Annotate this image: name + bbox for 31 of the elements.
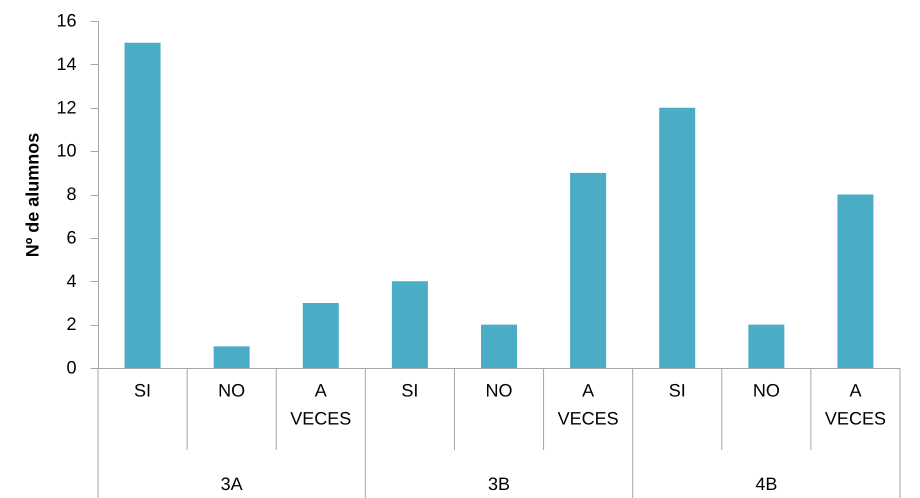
bar	[837, 194, 874, 368]
x-tick-label: A VECES	[290, 380, 352, 428]
text: 4B	[755, 474, 778, 494]
bar	[214, 346, 250, 368]
y-axis-title: Nº de alumnos	[22, 132, 42, 258]
x-tick-label: SI	[668, 380, 686, 400]
x-tick-label: A VECES	[824, 380, 886, 428]
y-tick-label: 10	[56, 140, 76, 161]
y-tick-label: 14	[56, 54, 76, 74]
bar	[659, 108, 696, 368]
y-tick-label: 0	[66, 358, 76, 378]
x-tick-label: SI	[134, 380, 152, 400]
x-tick-label: NO	[218, 380, 246, 400]
text: 3A	[220, 474, 243, 494]
x-tick-label: NO	[486, 380, 512, 400]
bar	[570, 172, 606, 368]
y-tick-label: 16	[56, 10, 76, 30]
x-tick-label: A VECES	[558, 380, 619, 428]
y-tick-label: 12	[56, 97, 76, 118]
y-tick-label: 6	[66, 227, 76, 248]
x-tick-label: SI	[401, 380, 418, 400]
text: 3B	[488, 474, 510, 494]
bar	[748, 324, 784, 368]
bar	[392, 281, 428, 368]
y-tick-label: 2	[66, 314, 76, 334]
bar	[481, 324, 517, 368]
y-tick-label: 4	[66, 270, 76, 291]
x-tick-label: NO	[752, 380, 780, 400]
bar	[124, 42, 161, 368]
bar	[302, 302, 339, 368]
y-tick-label: 8	[66, 184, 76, 204]
